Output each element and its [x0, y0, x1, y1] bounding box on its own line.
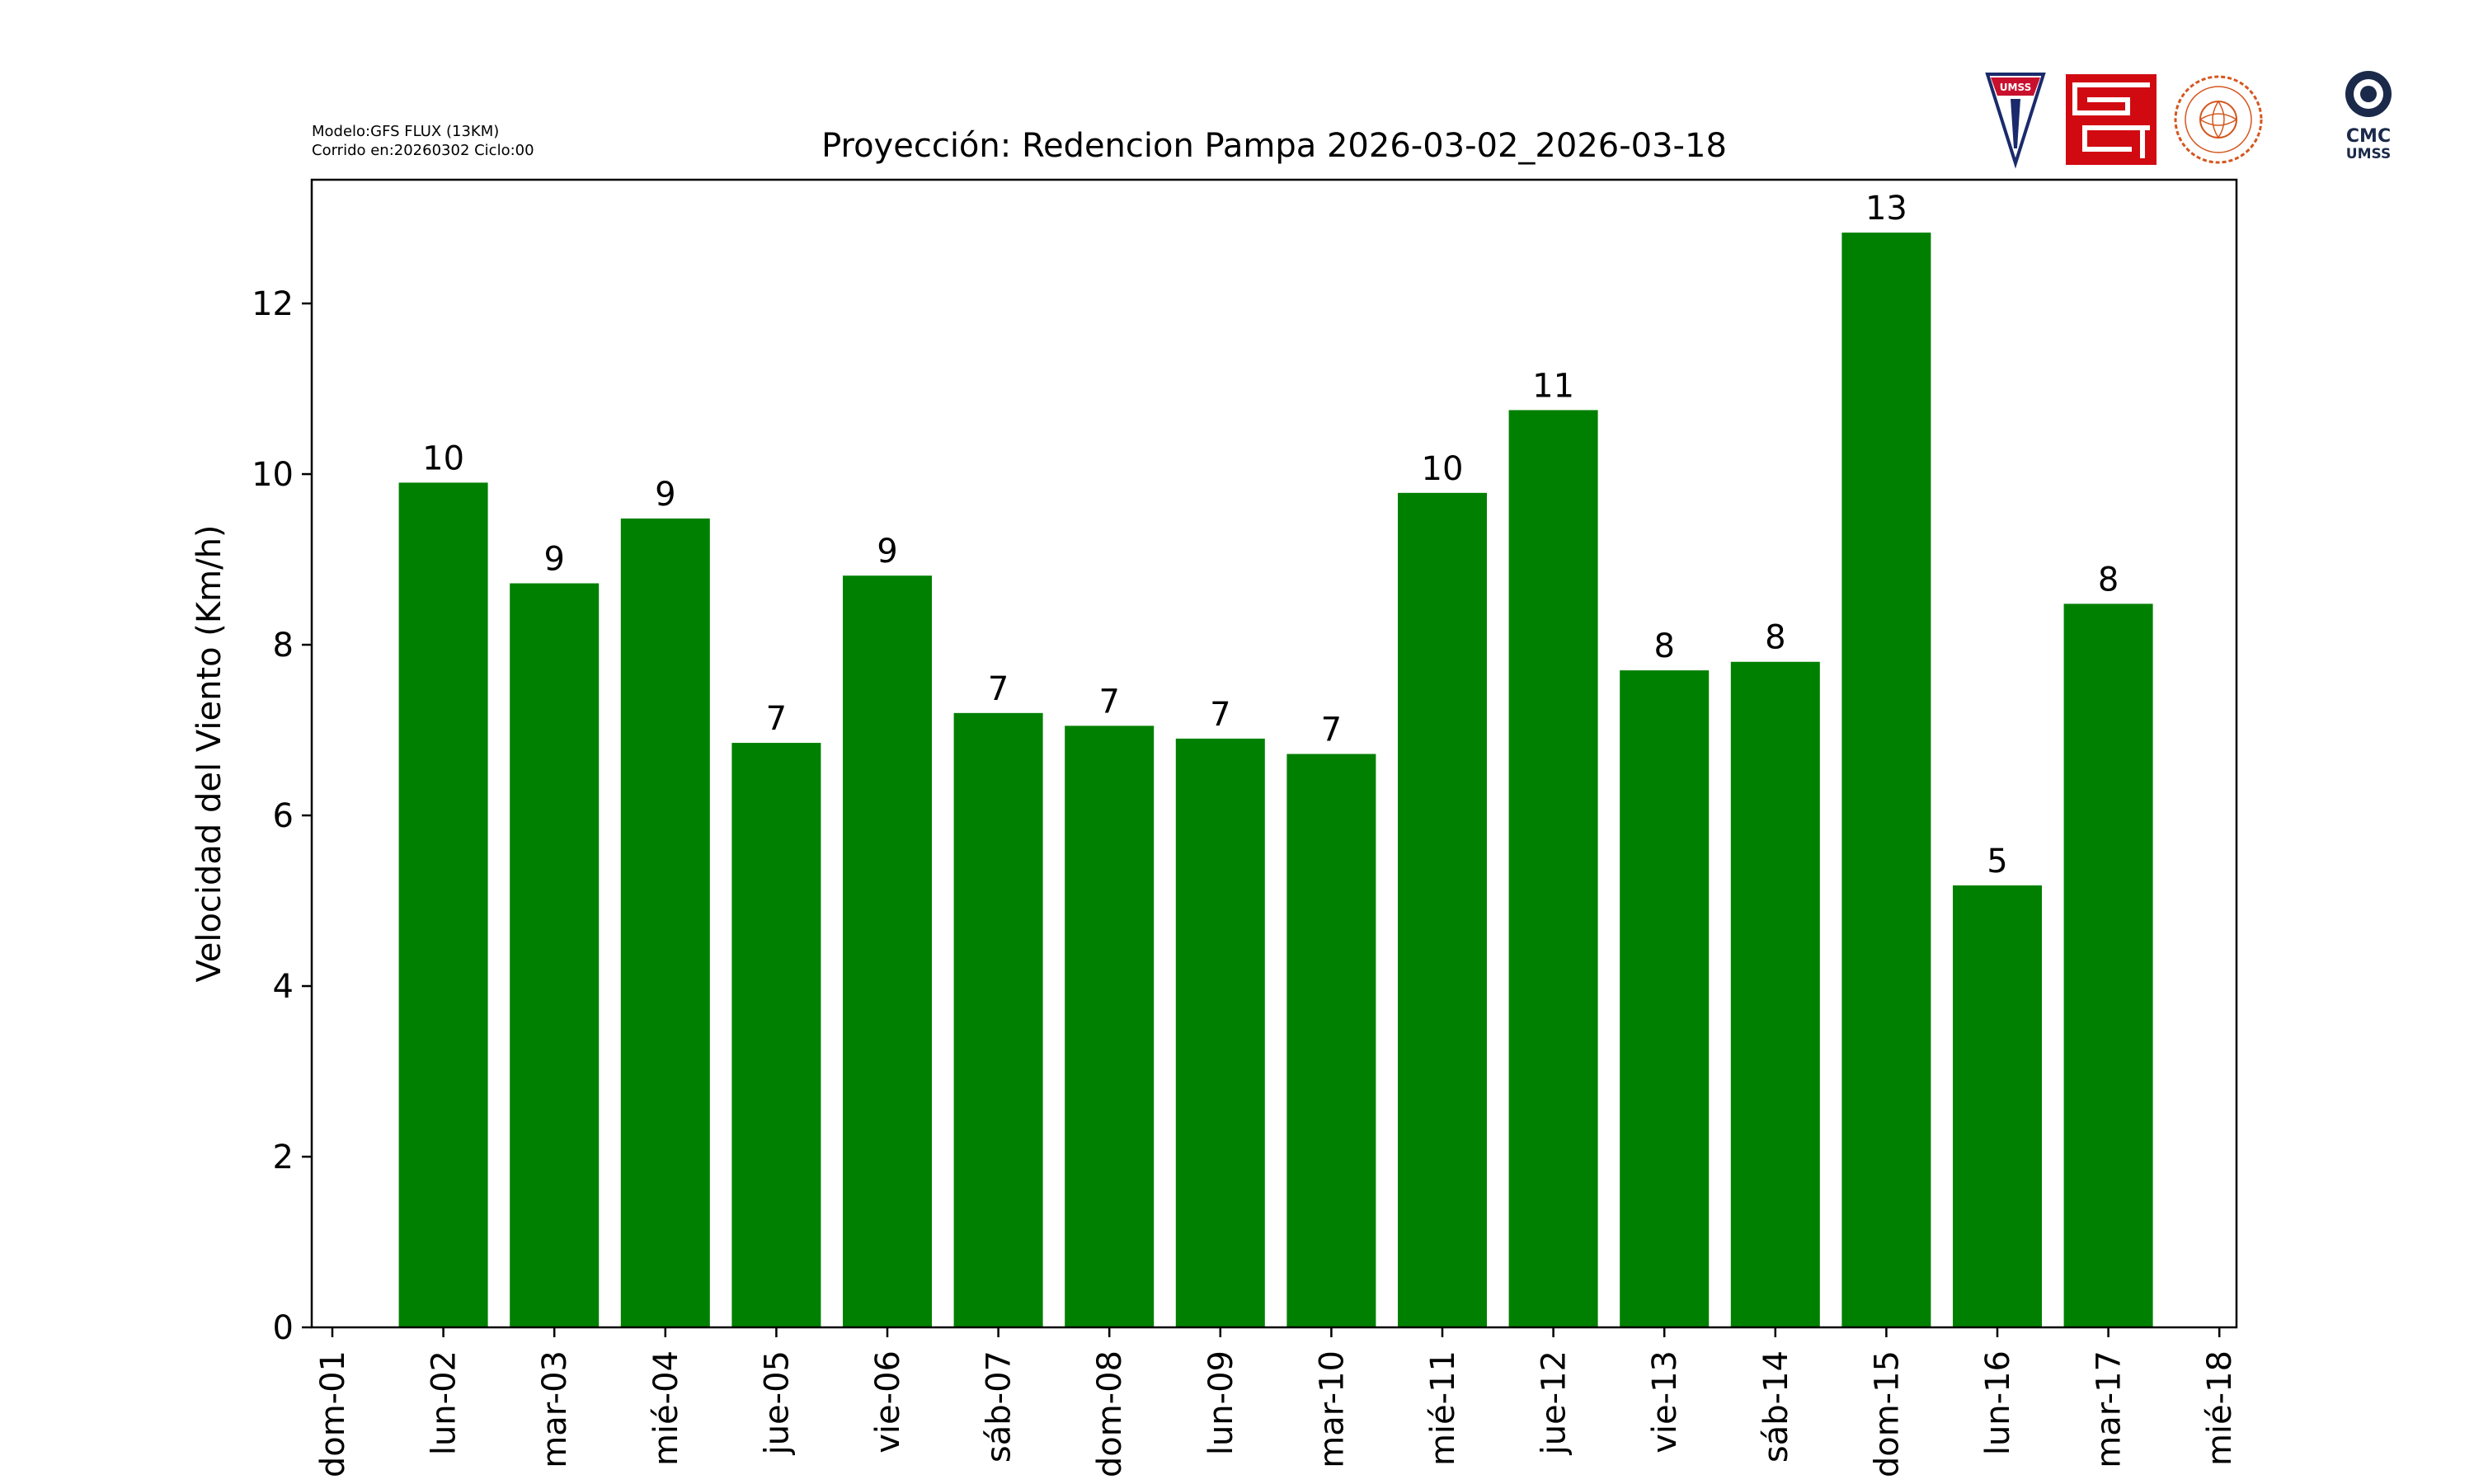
x-tick-label: mar-10: [1313, 1350, 1351, 1468]
bar-lun-02: [398, 482, 488, 1327]
bar-vie-13: [1620, 670, 1710, 1327]
bar-value-label: 7: [1321, 711, 1342, 749]
cmc-logo-sublabel: UMSS: [2346, 146, 2391, 162]
x-tick-label: vie-13: [1646, 1350, 1684, 1453]
bar-mar-03: [510, 583, 600, 1327]
x-tick-label: dom-01: [314, 1350, 352, 1477]
x-tick-label: mar-17: [2091, 1350, 2128, 1468]
bar-mar-10: [1286, 754, 1376, 1327]
bar-value-label: 7: [1210, 696, 1230, 734]
bar-value-label: 7: [1098, 683, 1119, 721]
y-tick-label: 8: [273, 627, 294, 665]
y-axis: 0 2 4 6 8 10 12: [252, 285, 312, 1347]
bar-value-label: 10: [422, 439, 464, 477]
bar-mié-11: [1398, 492, 1487, 1327]
y-axis-label: Velocidad del Viento (Km/h): [190, 524, 228, 982]
x-tick-label: mié-04: [647, 1350, 685, 1466]
x-tick-label: mié-11: [1424, 1350, 1462, 1466]
umss-shield-logo: UMSS: [1985, 73, 2046, 169]
x-tick-label: lun-16: [1979, 1350, 2017, 1455]
x-axis: dom-01 lun-02 mar-03 mié-04 jue-05 vie-06 sáb-…: [314, 1327, 2239, 1477]
bar-jue-12: [1508, 410, 1598, 1327]
bar-value-label: 8: [1765, 619, 1785, 657]
y-tick-label: 0: [273, 1309, 294, 1347]
bar-value-label: 11: [1532, 367, 1574, 405]
x-tick-label: mar-03: [536, 1350, 574, 1468]
y-tick-label: 4: [273, 968, 294, 1006]
x-tick-label: vie-06: [869, 1350, 907, 1453]
y-tick-label: 10: [252, 456, 294, 494]
bar-mar-17: [2063, 603, 2153, 1327]
x-tick-label: jue-05: [758, 1350, 796, 1455]
bar-value-label: 7: [766, 700, 787, 738]
bar-lun-09: [1175, 738, 1265, 1327]
umss-logo-label: UMSS: [2000, 82, 2031, 93]
x-tick-label: dom-08: [1091, 1350, 1129, 1477]
logos-group: UMSS CMC UMSS: [1985, 71, 2392, 169]
bars-group: [398, 232, 2153, 1328]
bar-value-label: 7: [988, 670, 1009, 708]
bar-sáb-14: [1730, 661, 1820, 1327]
bar-labels-group: 10 9 9 7 9 7 7 7 7 10 11 8 8 13 5 8: [422, 190, 2119, 881]
bar-value-label: 9: [655, 476, 675, 514]
y-tick-label: 2: [273, 1139, 294, 1176]
x-tick-label: sáb-07: [981, 1350, 1018, 1463]
bar-mié-04: [620, 518, 710, 1327]
bar-dom-15: [1841, 232, 1931, 1328]
x-tick-label: jue-12: [1536, 1350, 1573, 1455]
cmc-logo-label: CMC: [2346, 126, 2391, 147]
plot-frame: [310, 178, 2238, 1329]
x-tick-label: mié-18: [2201, 1350, 2239, 1466]
model-info-text: Modelo:GFS FLUX (13KM): [312, 123, 500, 140]
bar-value-label: 13: [1865, 190, 1907, 228]
bar-value-label: 9: [543, 541, 564, 579]
physics-department-seal-logo: [2174, 75, 2263, 164]
bar-value-label: 10: [1422, 450, 1464, 488]
x-tick-label: lun-02: [426, 1350, 463, 1455]
bar-jue-05: [731, 743, 821, 1327]
bar-value-label: 8: [2098, 561, 2119, 599]
bar-value-label: 9: [877, 533, 897, 571]
run-info-text: Corrido en:20260302 Ciclo:00: [312, 142, 534, 159]
cmc-umss-logo: CMC UMSS: [2345, 71, 2392, 162]
y-tick-label: 6: [273, 797, 294, 835]
bar-value-label: 5: [1987, 843, 2007, 881]
bar-value-label: 8: [1653, 627, 1674, 665]
bar-lun-16: [1953, 885, 2042, 1327]
bar-sáb-07: [953, 712, 1043, 1327]
x-tick-label: sáb-14: [1757, 1350, 1795, 1463]
fcyt-maze-logo: [2066, 74, 2157, 165]
chart-title: Proyección: Redencion Pampa 2026-03-02_2…: [821, 127, 1727, 165]
bar-dom-08: [1065, 726, 1155, 1327]
y-tick-label: 12: [252, 285, 294, 323]
x-tick-label: lun-09: [1202, 1350, 1240, 1455]
bar-vie-06: [843, 575, 932, 1327]
x-tick-label: dom-15: [1868, 1350, 1906, 1477]
